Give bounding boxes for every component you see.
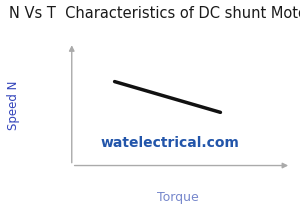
Text: N Vs T  Characteristics of DC shunt Motor: N Vs T Characteristics of DC shunt Motor: [9, 6, 300, 21]
Text: watelectrical.com: watelectrical.com: [100, 136, 239, 150]
Text: Speed N: Speed N: [7, 81, 20, 130]
Text: Torque: Torque: [157, 191, 199, 204]
